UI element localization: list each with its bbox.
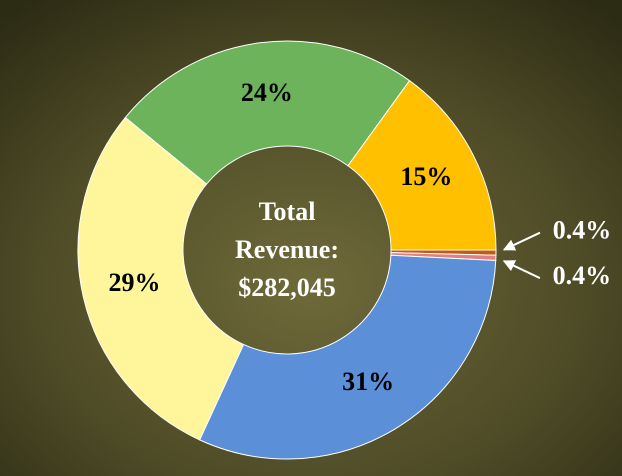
slice [124, 40, 411, 185]
data-label: 24% [241, 78, 293, 107]
data-label: 15% [400, 162, 452, 191]
slice [198, 254, 497, 460]
data-label: 31% [342, 367, 394, 396]
center-label: Total [259, 197, 316, 226]
slice [347, 79, 497, 251]
data-label: 29% [109, 268, 161, 297]
center-label: $282,045 [238, 273, 336, 302]
label-arrow [502, 260, 541, 279]
center-label: Revenue: [235, 235, 339, 264]
label-arrow [502, 231, 541, 251]
data-label: 0.4% [553, 216, 612, 245]
slice [77, 116, 245, 441]
data-label: 0.4% [553, 261, 612, 290]
